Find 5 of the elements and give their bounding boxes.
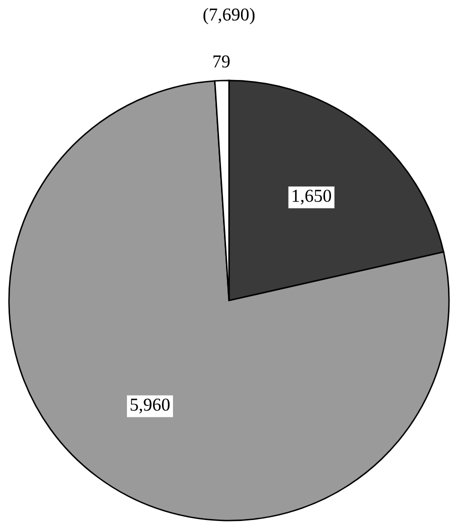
pie-slice — [8, 80, 450, 522]
data-label: 1,650 — [292, 190, 332, 205]
data-label: 5,960 — [130, 398, 170, 414]
data-label: 79 — [213, 55, 230, 68]
chart-title: (7,690) — [203, 8, 255, 24]
